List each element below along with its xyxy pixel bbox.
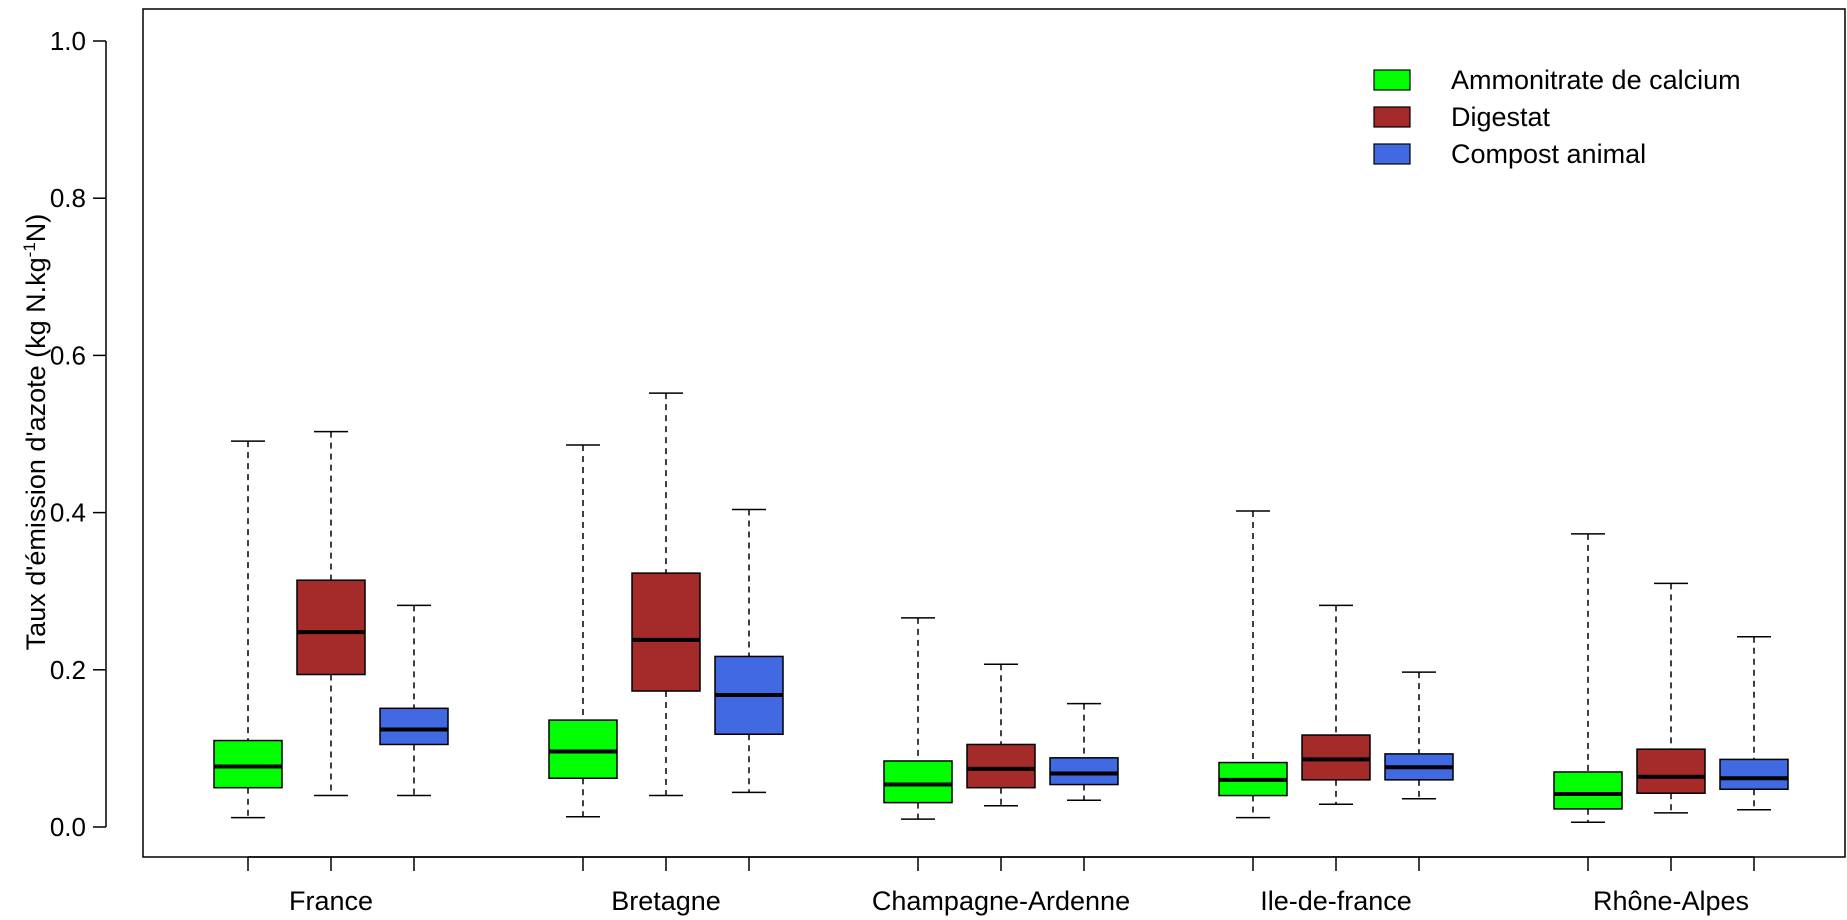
box-ammonitrate-de-calcium-4	[1553, 533, 1623, 824]
x-category-label: Rhône-Alpes	[1593, 886, 1749, 916]
box-digestat-0	[296, 430, 366, 797]
x-category-label: Ile-de-france	[1260, 886, 1412, 916]
iqr-box	[213, 739, 283, 789]
iqr-box	[1049, 757, 1119, 786]
legend: Ammonitrate de calcium Digestat Compost an…	[1373, 65, 1741, 169]
legend-swatch	[1373, 106, 1411, 128]
y-tick-label: 0.8	[50, 183, 86, 213]
x-category-label: Bretagne	[611, 886, 721, 916]
y-tick-label: 0.6	[50, 340, 86, 370]
iqr-box	[379, 707, 449, 746]
box-digestat-3	[1301, 604, 1371, 805]
y-axis-label: Taux d'émission d'azote (kg N.kg-1N)	[20, 214, 51, 651]
x-category-label: Champagne-Ardenne	[872, 886, 1130, 916]
iqr-box	[1719, 758, 1789, 791]
box-compost-animal-2	[1049, 702, 1119, 802]
iqr-box	[966, 743, 1036, 789]
legend-label: Digestat	[1451, 102, 1551, 132]
y-tick-label: 1.0	[50, 26, 86, 56]
box-ammonitrate-de-calcium-0	[213, 440, 283, 819]
x-axis: France Bretagne Champagne-Ardenne Ile-de-fr…	[247, 856, 1755, 916]
y-tick-label: 0.2	[50, 655, 86, 685]
x-category-label: France	[289, 886, 373, 916]
iqr-box	[1553, 771, 1623, 810]
box-digestat-2	[966, 663, 1036, 807]
y-tick-label: 0.0	[50, 812, 86, 842]
legend-label: Ammonitrate de calcium	[1451, 65, 1741, 95]
y-axis: 0.0 0.2 0.4 0.6 0.8 1.0	[50, 26, 107, 842]
box-compost-animal-3	[1384, 671, 1454, 800]
iqr-box	[1636, 748, 1706, 794]
box-digestat-4	[1636, 582, 1706, 814]
y-tick-label: 0.4	[50, 498, 86, 528]
box-compost-animal-4	[1719, 636, 1789, 811]
box-series	[213, 392, 1789, 824]
legend-swatch	[1373, 143, 1411, 165]
box-ammonitrate-de-calcium-1	[548, 444, 618, 818]
box-compost-animal-1	[714, 508, 784, 794]
legend-label: Compost animal	[1451, 139, 1646, 169]
iqr-box	[548, 719, 618, 780]
box-digestat-1	[631, 392, 701, 797]
iqr-box	[631, 572, 701, 692]
iqr-box	[883, 760, 953, 804]
legend-swatch	[1373, 69, 1411, 91]
iqr-box	[296, 579, 366, 676]
box-compost-animal-0	[379, 604, 449, 797]
box-ammonitrate-de-calcium-3	[1218, 510, 1288, 819]
box-ammonitrate-de-calcium-2	[883, 617, 953, 820]
